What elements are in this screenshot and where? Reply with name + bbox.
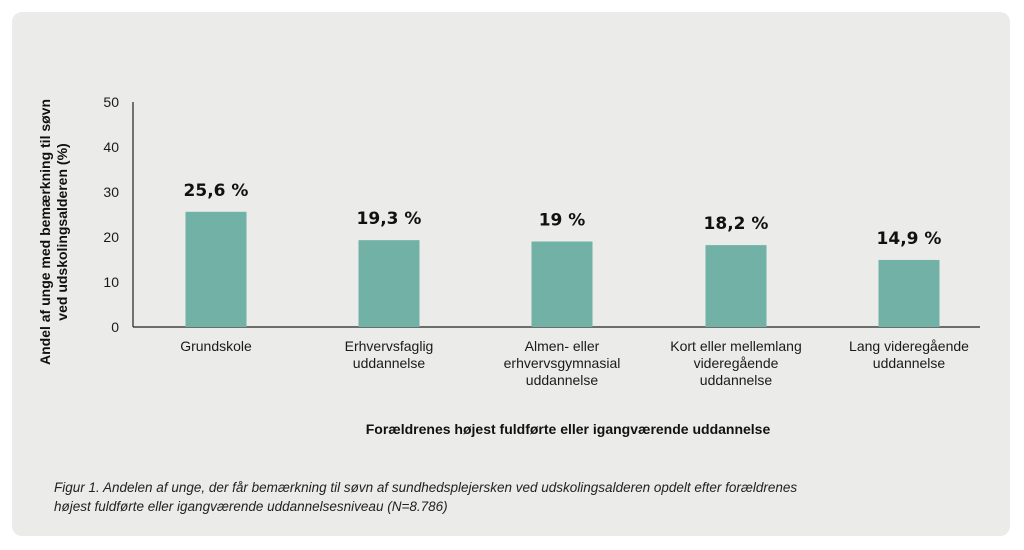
bar bbox=[358, 240, 420, 327]
y-axis-label-line: Andel af unge med bemærkning til søvn bbox=[37, 99, 53, 365]
category-label: uddannelse bbox=[526, 372, 599, 388]
y-tick-label: 0 bbox=[111, 319, 119, 335]
category-label: Grundskole bbox=[180, 338, 252, 354]
bar bbox=[185, 211, 247, 327]
data-label: 25,6 % bbox=[184, 181, 249, 201]
figure-panel bbox=[12, 12, 1010, 536]
bars bbox=[185, 211, 940, 327]
data-labels: 25,6 % 19,3 % 19 % 18,2 % 14,9 % bbox=[184, 181, 942, 249]
category-label: Erhvervsfaglig bbox=[345, 338, 434, 354]
y-axis-label-line: ved udskolingsalderen (%) bbox=[54, 143, 70, 320]
data-label: 19 % bbox=[539, 211, 586, 231]
bar-chart: 0 10 20 30 40 50 25,6 % 19,3 % 19 % 18,2 % 14,9 %… bbox=[37, 94, 980, 437]
data-label: 14,9 % bbox=[877, 229, 942, 249]
bar bbox=[878, 259, 940, 327]
y-tick-label: 30 bbox=[103, 184, 119, 200]
bar bbox=[531, 241, 593, 327]
caption-line-2: højest fuldførte eller igangværende udda… bbox=[54, 499, 448, 514]
category-labels: Grundskole ErhvervsfagliguddannelseAlmen-… bbox=[180, 338, 969, 388]
caption-line-1: Figur 1. Andelen af unge, der får bemærk… bbox=[54, 480, 798, 495]
category-label: videregående bbox=[694, 355, 779, 371]
y-axis-label: Andel af unge med bemærkning til søvnved… bbox=[37, 99, 70, 365]
data-label: 18,2 % bbox=[704, 214, 769, 234]
figure-caption: Figur 1. Andelen af unge, der får bemærk… bbox=[54, 478, 954, 516]
y-tick-label: 40 bbox=[103, 139, 119, 155]
y-tick-label: 10 bbox=[103, 274, 119, 290]
category-label: uddannelse bbox=[700, 372, 773, 388]
category-label: Lang videregående bbox=[849, 338, 969, 354]
category-label: erhvervsgymnasial bbox=[504, 355, 621, 371]
category-label: Almen- eller bbox=[525, 338, 600, 354]
category-label: uddannelse bbox=[873, 355, 946, 371]
bar bbox=[705, 245, 767, 327]
category-label: uddannelse bbox=[353, 355, 426, 371]
y-tick-label: 50 bbox=[103, 94, 119, 110]
x-axis-label: Forældrenes højest fuldførte eller igang… bbox=[366, 421, 771, 437]
data-label: 19,3 % bbox=[357, 209, 422, 229]
y-tick-label: 20 bbox=[103, 229, 119, 245]
category-label: Kort eller mellemlang bbox=[670, 338, 802, 354]
